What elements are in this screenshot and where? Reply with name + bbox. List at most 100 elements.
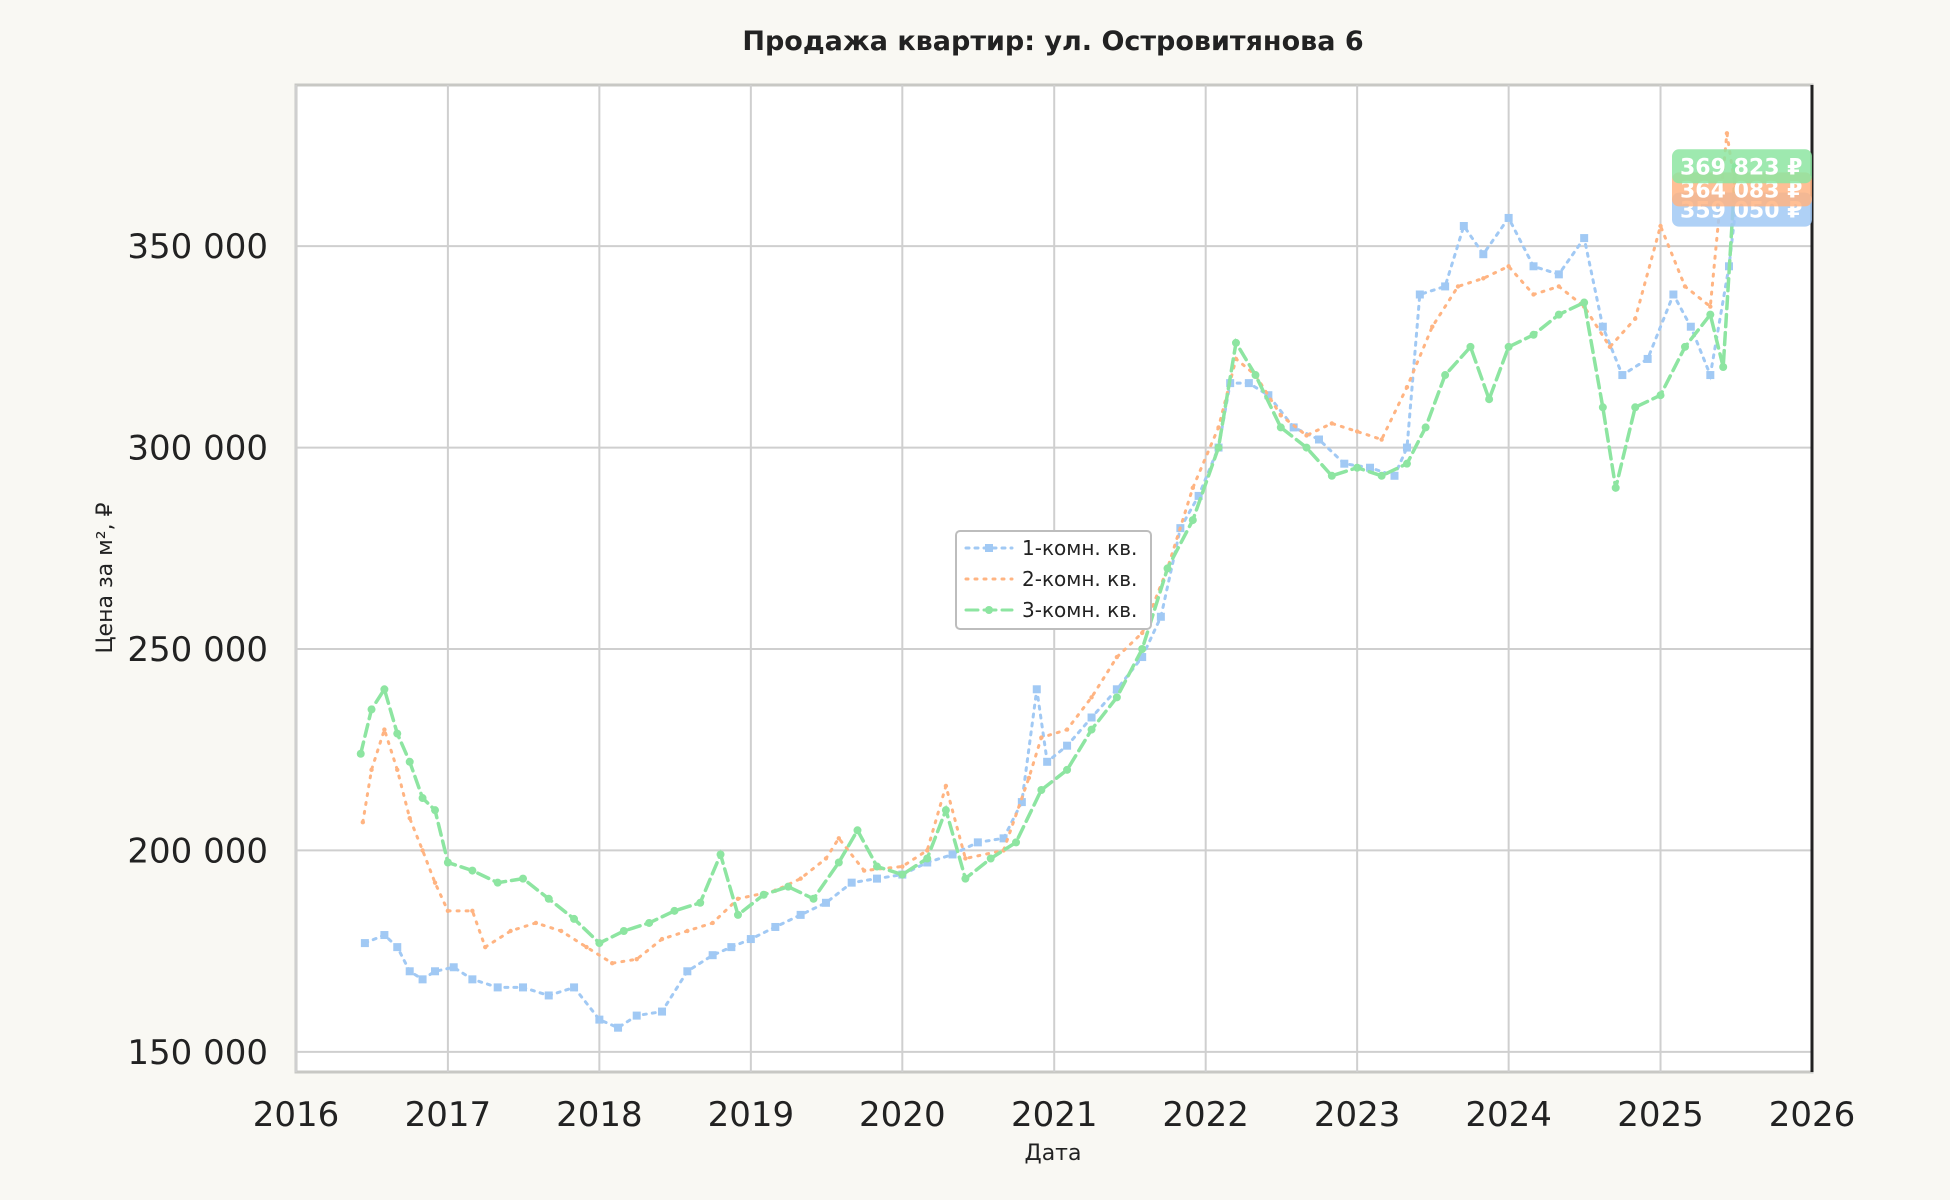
data-point — [1421, 423, 1430, 432]
data-point — [1304, 433, 1309, 438]
x-tick-label: 2023 — [1314, 1095, 1401, 1135]
data-point — [1598, 403, 1607, 412]
data-point — [367, 705, 376, 714]
data-point — [1430, 324, 1435, 329]
data-point — [823, 856, 829, 861]
data-point — [1377, 471, 1386, 480]
y-tick-label: 250 000 — [127, 630, 268, 670]
data-point — [369, 767, 374, 773]
data-point — [380, 685, 389, 694]
data-point — [925, 848, 930, 853]
data-point — [418, 975, 427, 984]
y-tick-label: 200 000 — [127, 831, 268, 871]
data-point — [519, 983, 528, 992]
data-point — [420, 848, 425, 853]
x-tick-label: 2019 — [708, 1095, 795, 1135]
data-point — [1658, 223, 1663, 229]
data-point — [1656, 391, 1665, 400]
plot-area — [294, 83, 1814, 1074]
series-3-group — [356, 162, 1740, 948]
data-point — [1580, 298, 1589, 307]
data-point — [1087, 725, 1096, 734]
end-label-text: 369 823 ₽ — [1680, 155, 1802, 180]
x-tick-label: 2020 — [859, 1095, 946, 1135]
data-point — [683, 967, 692, 976]
data-point — [1039, 735, 1044, 740]
data-point — [533, 920, 539, 926]
y-tick-label: 150 000 — [127, 1033, 268, 1073]
data-point — [1643, 354, 1652, 363]
x-tick-label: 2016 — [253, 1095, 340, 1135]
end-value-labels: 359 050 ₽364 083 ₽369 823 ₽ — [1672, 149, 1812, 227]
data-point — [735, 896, 741, 901]
data-point — [1598, 322, 1607, 331]
data-point — [1708, 304, 1713, 309]
data-point — [961, 874, 970, 883]
data-point — [544, 991, 553, 1000]
data-point — [360, 820, 366, 825]
series-layer — [356, 131, 1740, 1032]
legend-box — [955, 530, 1152, 630]
data-point — [1441, 282, 1450, 291]
data-point — [685, 928, 690, 934]
data-point — [986, 854, 995, 863]
data-point — [508, 928, 513, 934]
data-point — [1686, 322, 1695, 331]
data-point — [873, 874, 882, 883]
data-point — [1618, 371, 1627, 380]
data-point — [733, 910, 742, 919]
data-point — [973, 838, 982, 847]
data-point — [1264, 391, 1273, 400]
data-point — [1156, 612, 1165, 621]
data-point — [1479, 250, 1488, 259]
data-point — [1012, 838, 1021, 847]
data-point — [395, 767, 400, 773]
data-point — [1529, 262, 1538, 271]
data-point — [1681, 342, 1690, 351]
data-point — [696, 898, 705, 907]
x-axis-ticks: 2016 2017 2018 2019 2020 2021 2022 2023 2024 2025… — [253, 1095, 1856, 1135]
data-point — [836, 836, 842, 841]
data-point — [443, 858, 452, 867]
data-point — [1485, 395, 1494, 404]
data-point — [999, 834, 1008, 843]
data-point — [1554, 310, 1563, 319]
y-axis-label: Цена за м², ₽ — [93, 502, 118, 653]
data-point — [1402, 459, 1411, 468]
data-point — [853, 826, 862, 835]
x-tick-label: 2024 — [1465, 1095, 1552, 1135]
legend-marker — [985, 544, 993, 552]
data-point — [493, 983, 502, 992]
data-point — [923, 858, 932, 867]
data-point — [1251, 371, 1260, 380]
data-point — [483, 944, 488, 950]
data-point — [614, 1023, 623, 1032]
data-point — [1506, 264, 1511, 269]
y-tick-label: 350 000 — [127, 227, 268, 267]
data-point — [360, 939, 369, 948]
data-point — [1278, 413, 1283, 418]
data-point — [1504, 342, 1513, 351]
legend-label: 2-комн. кв. — [1022, 567, 1137, 591]
data-point — [405, 967, 414, 976]
data-point — [1607, 344, 1613, 350]
data-point — [595, 1015, 604, 1024]
data-point — [1481, 276, 1486, 281]
data-point — [1089, 695, 1094, 700]
data-point — [1188, 516, 1197, 525]
data-point — [1112, 693, 1121, 702]
data-point — [432, 880, 438, 885]
end-label-box — [1672, 149, 1812, 184]
data-point — [558, 928, 564, 934]
data-point — [943, 783, 949, 789]
data-point — [1719, 363, 1728, 371]
data-point — [570, 983, 579, 992]
end-label-3: 369 823 ₽ — [1672, 149, 1812, 184]
data-point — [1441, 371, 1450, 380]
data-point — [1631, 403, 1640, 412]
data-point — [1244, 379, 1253, 388]
data-point — [382, 727, 387, 732]
data-point — [584, 944, 589, 950]
data-point — [1064, 727, 1070, 732]
data-point — [1724, 131, 1730, 136]
